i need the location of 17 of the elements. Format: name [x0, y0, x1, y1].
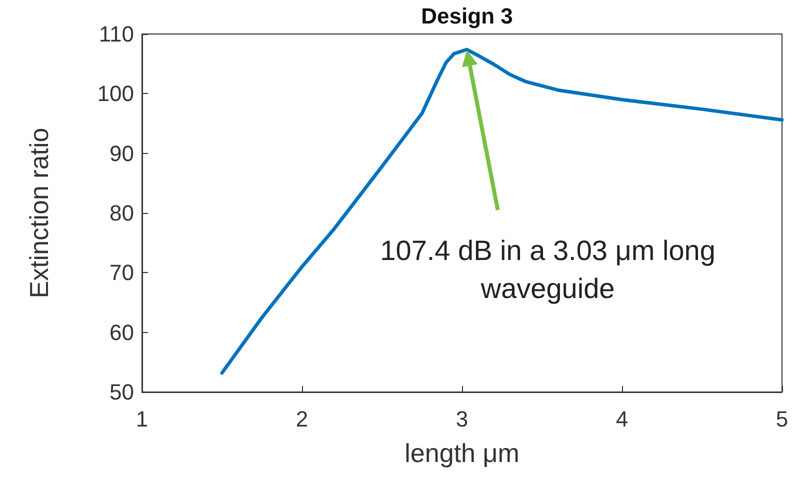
x-tick-label: 4: [616, 406, 628, 432]
y-tick-label: 110: [98, 22, 134, 46]
line-series: [220, 48, 784, 375]
y-tick-label: 90: [110, 140, 134, 166]
x-axis-title: length μm: [404, 438, 520, 468]
x-tick-label: 1: [136, 406, 148, 432]
y-tick-label: 50: [110, 380, 134, 404]
y-tick-label: 80: [110, 200, 134, 226]
y-tick-label: 70: [110, 260, 134, 286]
y-tick-label: 100: [97, 81, 134, 106]
x-tick-label: 2: [296, 406, 308, 432]
x-tick-label: 3: [456, 406, 468, 432]
x-tick-label: 5: [776, 406, 788, 432]
annotation: 107.4 dB in a 3.03 μm long waveguide: [379, 234, 716, 306]
y-axis-title: Extinction ratio: [24, 128, 54, 298]
chart-title: Design 3: [421, 4, 513, 28]
y-tick-label: 60: [110, 320, 134, 345]
